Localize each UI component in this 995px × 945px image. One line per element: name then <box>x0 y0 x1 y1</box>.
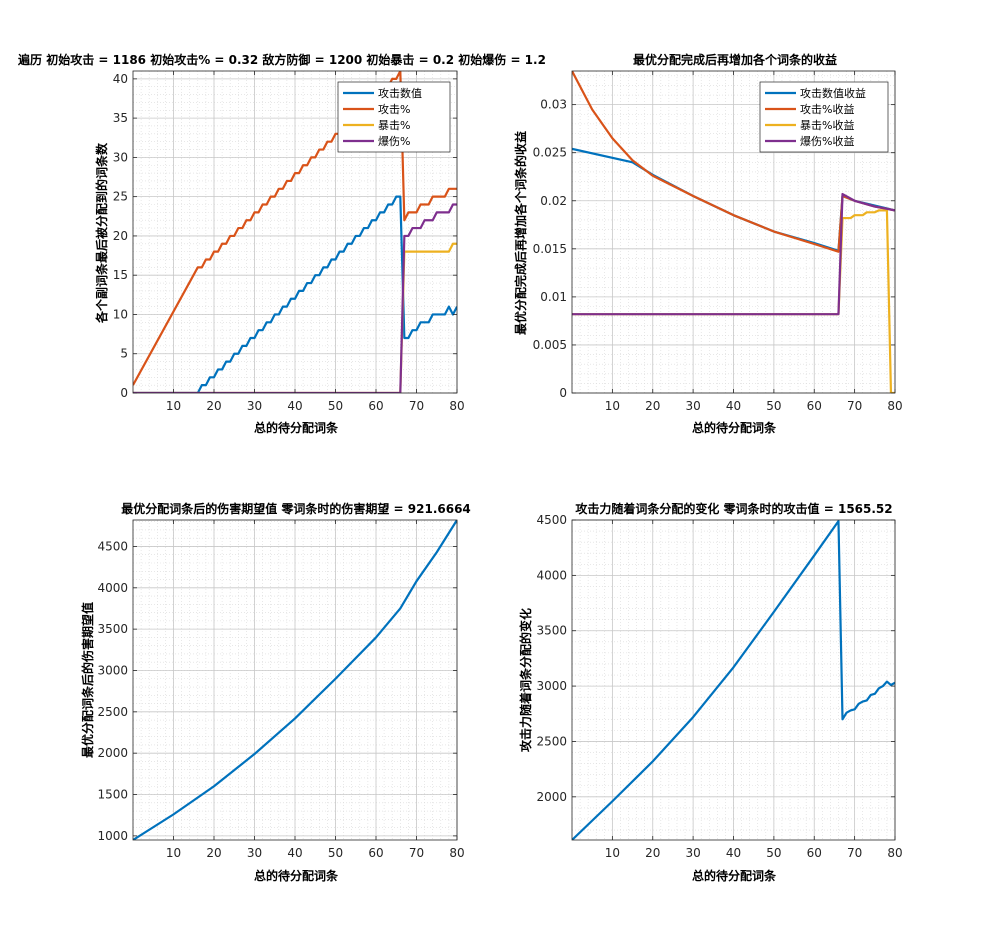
y-tick-label: 2500 <box>97 705 128 719</box>
x-tick-label: 30 <box>247 846 262 860</box>
y-tick-label: 30 <box>113 150 128 164</box>
x-tick-label: 60 <box>807 846 822 860</box>
legend-entry: 暴击%收益 <box>800 118 854 132</box>
x-tick-label: 50 <box>766 846 781 860</box>
x-tick-label: 50 <box>766 399 781 413</box>
series-line-3 <box>572 192 895 316</box>
x-tick-label: 80 <box>887 846 902 860</box>
legend-entry: 爆伤%收益 <box>800 134 854 148</box>
y-tick-label: 15 <box>113 268 128 282</box>
x-tick-label: 10 <box>166 399 181 413</box>
y-tick-label: 40 <box>113 72 128 86</box>
y-tick-label: 4000 <box>97 581 128 595</box>
x-tick-label: 70 <box>847 846 862 860</box>
x-axis-label: 总的待分配词条 <box>692 420 777 435</box>
y-tick-label: 4500 <box>97 539 128 553</box>
x-tick-label: 20 <box>645 846 660 860</box>
x-tick-label: 80 <box>887 399 902 413</box>
y-tick-label: 0.025 <box>533 146 567 160</box>
x-tick-label: 80 <box>449 399 464 413</box>
y-axis-label: 最优分配完成后再增加各个词条的收益 <box>513 131 528 335</box>
y-tick-label: 2500 <box>536 734 567 748</box>
x-tick-label: 60 <box>368 846 383 860</box>
x-tick-label: 70 <box>409 399 424 413</box>
y-tick-label: 0 <box>120 386 128 400</box>
panel-damage-expectation: 最优分配词条后的伤害期望值 零词条时的伤害期望 = 921.6664 总的待分配… <box>80 501 471 883</box>
legend-entry: 攻击数值收益 <box>800 86 866 100</box>
x-tick-label: 80 <box>449 846 464 860</box>
y-tick-label: 0.01 <box>540 290 567 304</box>
y-tick-label: 0.03 <box>540 98 567 112</box>
series-line-0 <box>133 195 457 393</box>
chart-title: 攻击力随着词条分配的变化 零词条时的攻击值 = 1565.52 <box>575 501 892 516</box>
y-tick-label: 35 <box>113 111 128 125</box>
chart-title: 最优分配完成后再增加各个词条的收益 <box>633 52 837 67</box>
x-axis-label: 总的待分配词条 <box>254 420 339 435</box>
x-tick-label: 20 <box>206 846 221 860</box>
y-tick-label: 1500 <box>97 788 128 802</box>
x-tick-label: 70 <box>847 399 862 413</box>
panel-marginal-gain: 最优分配完成后再增加各个词条的收益 总的待分配词条 最优分配完成后再增加各个词条… <box>513 52 903 435</box>
y-tick-label: 0.005 <box>533 338 567 352</box>
y-tick-label: 0.015 <box>533 242 567 256</box>
y-tick-label: 10 <box>113 307 128 321</box>
x-tick-label: 10 <box>605 846 620 860</box>
y-tick-label: 4500 <box>536 513 567 527</box>
x-tick-label: 40 <box>726 846 741 860</box>
y-tick-label: 2000 <box>536 790 567 804</box>
x-axis-label: 总的待分配词条 <box>254 868 339 883</box>
legend-entry: 攻击数值 <box>378 86 422 100</box>
chart-title: 遍历 初始攻击 = 1186 初始攻击% = 0.32 敌方防御 = 1200 … <box>17 52 546 67</box>
x-tick-label: 50 <box>328 846 343 860</box>
x-tick-label: 50 <box>328 399 343 413</box>
x-tick-label: 60 <box>368 399 383 413</box>
y-tick-label: 0 <box>559 386 567 400</box>
y-tick-label: 3500 <box>536 624 567 638</box>
y-tick-label: 1000 <box>97 829 128 843</box>
y-tick-label: 0.02 <box>540 194 567 208</box>
panel-attack-change: 攻击力随着词条分配的变化 零词条时的攻击值 = 1565.52 总的待分配词条 … <box>518 501 903 883</box>
y-axis-label: 攻击力随着词条分配的变化 <box>518 608 533 752</box>
legend-entry: 攻击%收益 <box>800 102 854 116</box>
chart-title: 最优分配词条后的伤害期望值 零词条时的伤害期望 = 921.6664 <box>121 501 471 516</box>
x-tick-label: 10 <box>605 399 620 413</box>
x-tick-label: 40 <box>726 399 741 413</box>
y-tick-label: 4000 <box>536 568 567 582</box>
series-line-2 <box>133 242 457 393</box>
series-line-0 <box>133 520 457 840</box>
x-tick-label: 60 <box>807 399 822 413</box>
series-line-0 <box>572 520 895 840</box>
y-tick-label: 3000 <box>536 679 567 693</box>
y-axis-label: 各个副词条最后被分配到的词条数 <box>94 142 109 324</box>
y-tick-label: 3500 <box>97 622 128 636</box>
y-tick-label: 25 <box>113 190 128 204</box>
x-tick-label: 40 <box>287 846 302 860</box>
x-axis-label: 总的待分配词条 <box>692 868 777 883</box>
y-tick-label: 2000 <box>97 746 128 760</box>
panel-assignment-counts: 遍历 初始攻击 = 1186 初始攻击% = 0.32 敌方防御 = 1200 … <box>17 52 546 435</box>
major-grid <box>572 71 896 394</box>
series-line-1 <box>133 71 457 386</box>
y-tick-label: 3000 <box>97 663 128 677</box>
y-axis-label: 最优分配词条后的伤害期望值 <box>80 602 95 758</box>
x-tick-label: 30 <box>247 399 262 413</box>
legend-entry: 暴击% <box>378 119 410 132</box>
legend-entry: 攻击% <box>378 102 410 116</box>
x-tick-label: 20 <box>206 399 221 413</box>
y-tick-label: 5 <box>120 347 128 361</box>
x-tick-label: 30 <box>685 399 700 413</box>
x-tick-label: 20 <box>645 399 660 413</box>
x-tick-label: 40 <box>287 399 302 413</box>
legend-entry: 爆伤% <box>378 134 410 148</box>
series-line-3 <box>133 203 457 393</box>
y-tick-label: 20 <box>113 229 128 243</box>
x-tick-label: 10 <box>166 846 181 860</box>
x-tick-label: 70 <box>409 846 424 860</box>
x-tick-label: 30 <box>685 846 700 860</box>
